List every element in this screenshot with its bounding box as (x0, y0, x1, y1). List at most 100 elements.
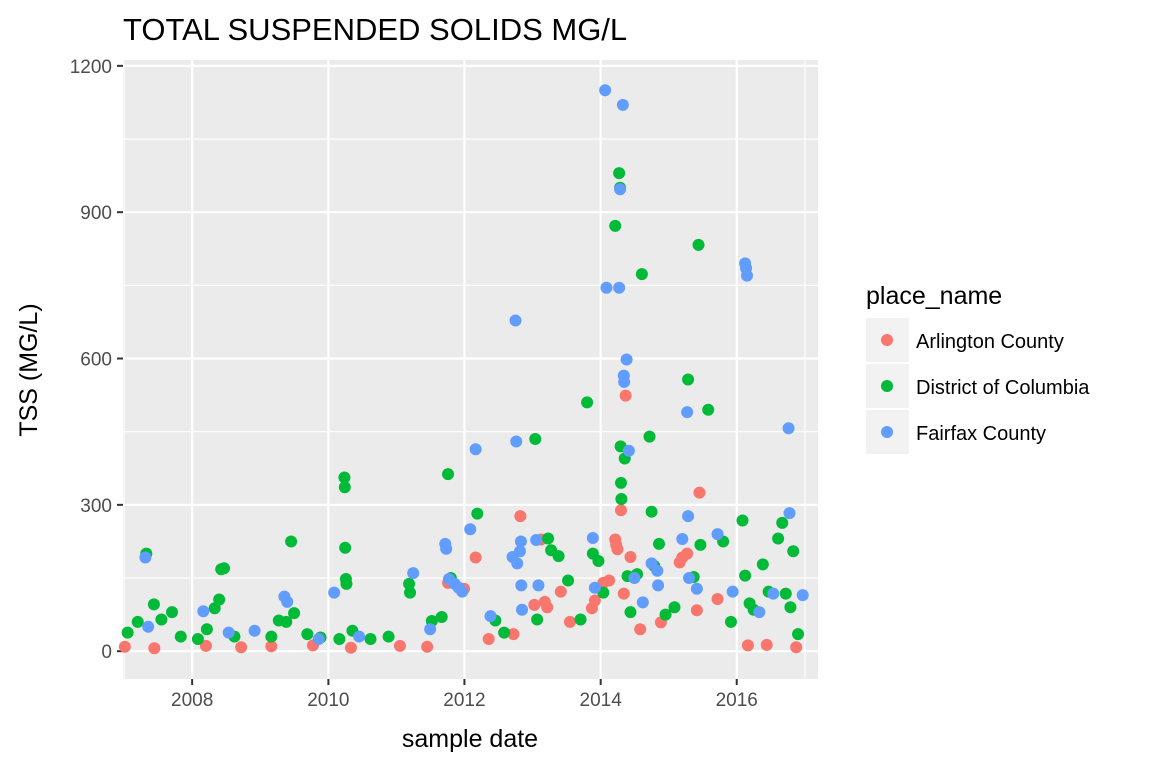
data-point (676, 533, 689, 546)
x-axis-title: sample date (402, 725, 538, 753)
data-point (618, 375, 631, 388)
data-point (404, 586, 417, 599)
data-point (142, 620, 155, 633)
legend-label-arlington: Arlington County (916, 331, 1064, 353)
data-point (435, 611, 448, 624)
data-point (619, 389, 632, 402)
data-point (651, 564, 664, 577)
data-point (563, 615, 576, 628)
data-point (514, 510, 527, 523)
data-point (562, 574, 575, 587)
data-point (248, 624, 261, 637)
data-point (353, 630, 366, 643)
data-point (507, 628, 520, 641)
data-point (611, 543, 624, 556)
data-point (792, 628, 805, 641)
data-point (456, 585, 469, 598)
data-point (530, 533, 543, 546)
data-point (393, 639, 406, 652)
data-point (784, 601, 797, 614)
data-point (767, 587, 780, 600)
data-point (285, 535, 298, 548)
data-point (599, 84, 612, 97)
data-point (509, 314, 522, 327)
data-point (790, 641, 803, 654)
data-point (588, 581, 601, 594)
data-point (328, 586, 341, 599)
x-tick-label: 2014 (580, 690, 623, 711)
data-point (281, 595, 294, 608)
data-point (574, 613, 587, 626)
data-point (471, 507, 484, 520)
data-point (796, 589, 809, 602)
data-point (118, 640, 131, 653)
data-point (692, 238, 705, 251)
legend-key-fairfax (881, 426, 893, 438)
data-point (498, 626, 511, 639)
legend-key-dc (881, 380, 893, 392)
data-point (694, 538, 707, 551)
data-point (603, 574, 616, 587)
data-point (645, 505, 658, 518)
data-point (613, 167, 626, 180)
data-point (624, 551, 637, 564)
data-point (288, 607, 301, 620)
data-point (312, 633, 325, 646)
data-point (588, 594, 601, 607)
data-point (652, 579, 665, 592)
data-point (740, 269, 753, 282)
data-point (683, 572, 696, 585)
data-point (711, 528, 724, 541)
x-tick-label: 2008 (171, 690, 213, 711)
data-point (741, 639, 754, 652)
data-point (635, 268, 648, 281)
data-point (702, 403, 715, 416)
data-point (482, 633, 495, 646)
data-point (643, 430, 656, 443)
data-point (614, 476, 627, 489)
y-tick-label: 900 (80, 203, 112, 224)
data-point (131, 615, 144, 628)
data-point (617, 587, 630, 600)
data-point (690, 604, 703, 617)
data-point (739, 569, 752, 582)
data-point (174, 630, 187, 643)
data-point (634, 623, 647, 636)
data-point (682, 510, 695, 523)
data-point (616, 98, 629, 111)
y-tick-label: 0 (101, 642, 112, 663)
data-point (333, 633, 346, 646)
data-point (756, 558, 769, 571)
data-point (772, 532, 785, 545)
data-point (554, 585, 567, 598)
series-2 (139, 84, 809, 646)
data-point (753, 606, 766, 619)
data-point (265, 640, 278, 653)
data-point (681, 547, 694, 560)
x-tick-label: 2016 (716, 690, 758, 711)
data-point (191, 633, 204, 646)
data-point (515, 579, 528, 592)
data-point (344, 641, 357, 654)
legend-key-arlington (881, 334, 893, 346)
data-point (528, 598, 541, 611)
data-point (552, 550, 565, 563)
data-point (636, 596, 649, 609)
y-tick-label: 1200 (70, 57, 112, 78)
data-point (147, 598, 160, 611)
data-point (542, 532, 555, 545)
data-point (382, 630, 395, 643)
data-point (541, 601, 554, 614)
data-point (469, 551, 482, 564)
legend-label-fairfax: Fairfax County (916, 423, 1046, 445)
data-point (724, 615, 737, 628)
data-point (681, 406, 694, 419)
data-point (513, 545, 526, 558)
data-point (407, 567, 420, 580)
data-point (166, 606, 179, 619)
data-point (301, 628, 314, 641)
data-point (609, 219, 622, 232)
data-point (614, 183, 627, 196)
data-point (148, 642, 161, 655)
